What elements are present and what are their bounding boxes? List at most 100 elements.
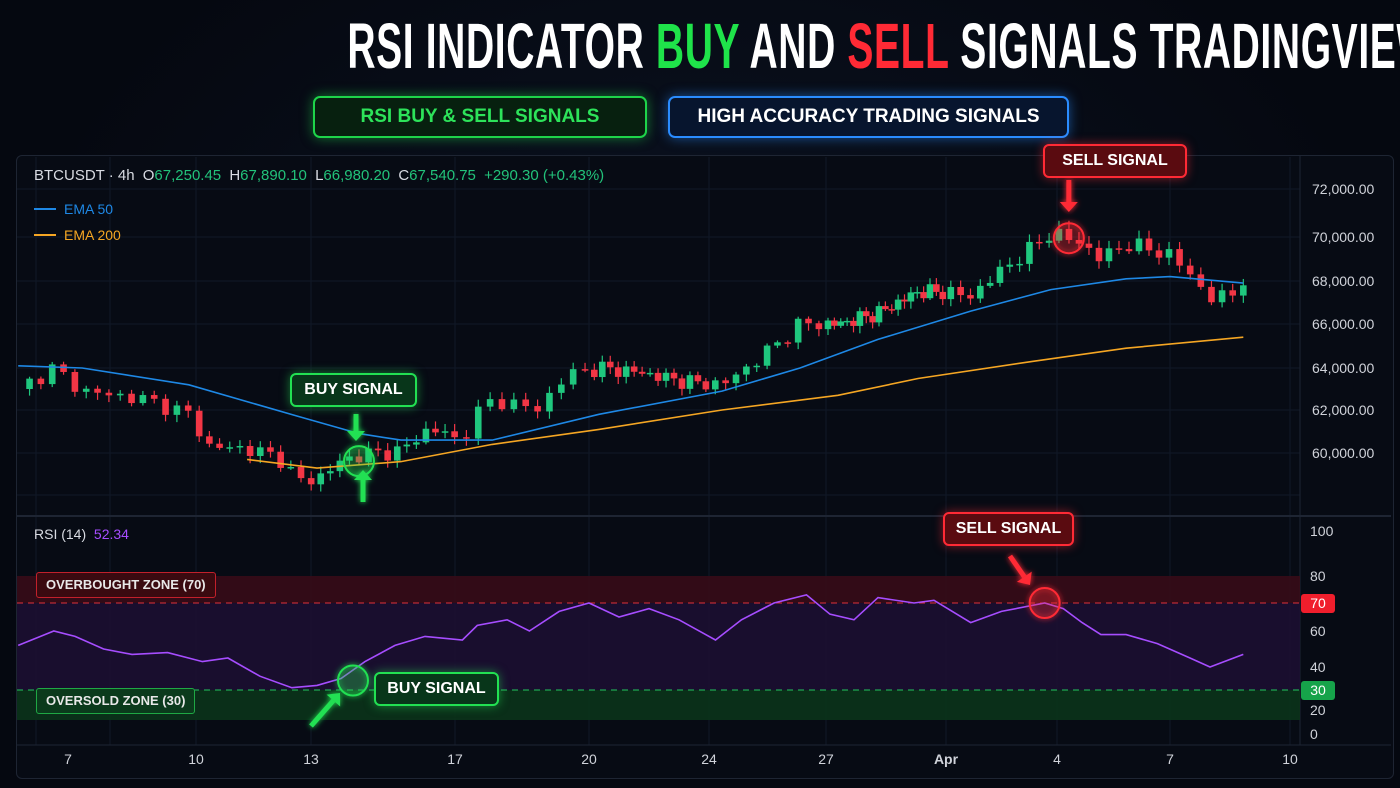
legend-ema50[interactable]: EMA 50 (34, 201, 113, 217)
title-sell: SELL (847, 10, 949, 82)
candle (317, 466, 325, 492)
legend-label: EMA 50 (64, 201, 114, 217)
candle-body (894, 299, 902, 310)
candle-body (850, 320, 857, 326)
candle (856, 307, 864, 334)
candle (869, 311, 876, 329)
candle-body (1016, 263, 1023, 266)
candle (1145, 230, 1153, 256)
candle (1085, 236, 1093, 255)
arrow-head (347, 431, 365, 441)
overbought-level-tag: 70 (1301, 594, 1335, 613)
candle (933, 278, 940, 296)
price-tick-label: 72,000.00 (1312, 181, 1375, 197)
candle (977, 279, 984, 303)
price-tick-label: 64,000.00 (1312, 360, 1375, 376)
candle (947, 280, 955, 307)
candle (569, 362, 577, 390)
candle (413, 435, 420, 449)
arrow-shaft (309, 698, 336, 728)
arrow-head (326, 693, 341, 707)
candle (105, 389, 113, 403)
candle-body (638, 371, 646, 374)
candle-body (606, 361, 614, 368)
title-text: AND (739, 10, 848, 82)
candle-body (753, 365, 761, 368)
candle (831, 317, 838, 330)
arrow-up-right-icon (309, 693, 341, 728)
candle-body (933, 284, 940, 292)
candle (1035, 234, 1043, 250)
sell-signal-circle (1052, 222, 1085, 255)
candle-body (875, 306, 883, 323)
candle-body (1155, 250, 1163, 258)
candle-body (422, 428, 430, 443)
candle-body (1208, 286, 1215, 303)
candle-body (1186, 265, 1194, 275)
candle (1105, 240, 1113, 268)
time-tick-label: 7 (64, 751, 72, 767)
rsi-tick-label: 80 (1310, 568, 1326, 584)
candle (1135, 230, 1143, 255)
time-tick-label: Apr (933, 751, 959, 767)
candle (654, 368, 662, 386)
rsi-tick-label: 100 (1310, 523, 1334, 539)
candle-body (1176, 249, 1183, 266)
rsi-sell-signal-circle (1028, 587, 1061, 619)
legend-ema200[interactable]: EMA 200 (34, 227, 121, 243)
candle-body (702, 381, 710, 390)
arrow-shaft (1007, 554, 1027, 579)
low-label: L (315, 167, 324, 184)
rsi-tick-label: 60 (1310, 623, 1326, 639)
candle (694, 371, 702, 385)
candle-body (128, 393, 135, 404)
candle-body (694, 375, 702, 382)
candle-body (581, 369, 589, 371)
candle-body (630, 366, 638, 372)
candle (498, 392, 506, 412)
arrow-down-right-icon (1007, 554, 1032, 585)
candle-body (37, 378, 45, 385)
candle-body (662, 372, 670, 381)
overbought-zone-label: OVERBOUGHT ZONE (70) (36, 572, 216, 598)
candle-body (805, 318, 812, 324)
close-value: 67,540.75 (409, 167, 476, 184)
candle (486, 392, 494, 412)
change-value: +290.30 (+0.43%) (484, 167, 605, 184)
arrow-up-icon (354, 470, 372, 502)
candle (82, 385, 90, 399)
candle-body (277, 451, 284, 468)
candle-body (184, 405, 192, 411)
candle (451, 424, 458, 445)
candle-body (82, 388, 90, 392)
candle (1125, 241, 1133, 254)
candle-body (967, 295, 974, 299)
candle (216, 438, 223, 451)
candle (743, 363, 750, 382)
candle (1165, 241, 1173, 266)
candle (598, 355, 606, 383)
candle-body (546, 392, 553, 412)
candle-body (474, 406, 482, 439)
candle (753, 363, 761, 372)
candle (1095, 240, 1103, 269)
symbol-name: BTCUSDT · 4h (34, 167, 135, 184)
candle-body (307, 478, 315, 485)
candle (1045, 232, 1053, 248)
candle (1016, 256, 1023, 272)
candle (1006, 257, 1014, 273)
candle-body (558, 384, 565, 393)
candle (510, 392, 518, 413)
candle-body (463, 437, 470, 439)
candle-body (236, 445, 244, 448)
candle-body (1006, 264, 1014, 267)
high-label: H (229, 167, 241, 184)
price-tick-label: 66,000.00 (1312, 316, 1375, 332)
candle (794, 316, 802, 350)
candle-body (794, 318, 802, 343)
arrow-head (1016, 571, 1032, 585)
grid (17, 157, 1300, 745)
price-tick-label: 60,000.00 (1312, 445, 1375, 461)
ema50-line (18, 275, 1244, 441)
candle-body (711, 380, 719, 390)
